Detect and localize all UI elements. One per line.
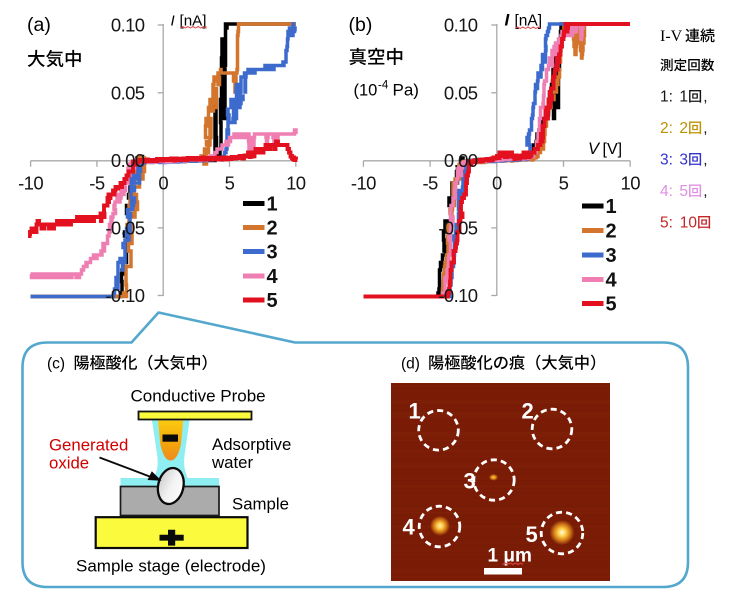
svg-text:,: , — [703, 183, 707, 200]
svg-text:water: water — [211, 453, 253, 472]
svg-text:I: I — [505, 11, 511, 30]
svg-text:,: , — [703, 152, 707, 169]
svg-text:5: 5 — [267, 290, 278, 312]
svg-text:1:: 1: — [660, 89, 673, 106]
svg-text:-5: -5 — [89, 173, 105, 194]
svg-text:(d): (d) — [401, 356, 420, 373]
svg-text:0.05: 0.05 — [111, 82, 145, 103]
svg-text:-10: -10 — [351, 173, 376, 194]
svg-text:(10: (10 — [354, 82, 378, 100]
svg-text:-0.10: -0.10 — [438, 285, 477, 306]
svg-text:Conductive Probe: Conductive Probe — [131, 387, 266, 406]
svg-text:5: 5 — [225, 173, 235, 194]
svg-text:3: 3 — [679, 152, 688, 169]
svg-text:0: 0 — [492, 173, 502, 194]
svg-text:3: 3 — [267, 242, 278, 264]
svg-text:Adsorptive: Adsorptive — [212, 435, 291, 454]
svg-text:1: 1 — [679, 89, 688, 106]
svg-text:Generated: Generated — [49, 436, 128, 455]
svg-text:Sample stage (electrode): Sample stage (electrode) — [76, 557, 266, 576]
svg-text:5: 5 — [559, 173, 569, 194]
svg-text:2: 2 — [267, 218, 278, 240]
svg-text:5: 5 — [606, 294, 617, 316]
svg-text:[nA]: [nA] — [515, 13, 543, 30]
svg-text:3:: 3: — [660, 152, 673, 169]
svg-text:2: 2 — [606, 221, 617, 243]
svg-text:0.10: 0.10 — [111, 15, 145, 36]
svg-text:2: 2 — [522, 399, 534, 424]
svg-text:-4: -4 — [378, 80, 389, 92]
svg-text:Sample: Sample — [232, 495, 289, 514]
svg-text:-0.05: -0.05 — [105, 218, 144, 239]
svg-text:5:: 5: — [660, 215, 673, 232]
svg-text:0.10: 0.10 — [444, 15, 478, 36]
svg-text:0: 0 — [158, 173, 168, 194]
svg-text:-0.10: -0.10 — [105, 285, 144, 306]
svg-text:10: 10 — [680, 215, 698, 232]
svg-text:(b): (b) — [349, 14, 373, 36]
svg-text:-5: -5 — [422, 173, 438, 194]
svg-text:[V]: [V] — [603, 141, 623, 158]
svg-text:3: 3 — [464, 469, 476, 494]
svg-text:0.05: 0.05 — [444, 82, 478, 103]
svg-text:,: , — [703, 89, 707, 106]
svg-text:2:: 2: — [660, 120, 673, 137]
svg-text:3: 3 — [606, 245, 617, 267]
svg-text:10: 10 — [621, 173, 641, 194]
svg-text:5: 5 — [679, 183, 688, 200]
svg-text:-0.05: -0.05 — [438, 218, 477, 239]
svg-text:I-V: I-V — [660, 28, 683, 45]
svg-text:4:: 4: — [660, 183, 673, 200]
svg-text:oxide: oxide — [49, 454, 89, 473]
svg-text:2: 2 — [679, 120, 688, 137]
svg-text:1: 1 — [409, 399, 421, 424]
svg-text:4: 4 — [267, 266, 279, 288]
svg-text:1 μm: 1 μm — [488, 546, 532, 567]
svg-text:Pa): Pa) — [393, 81, 419, 100]
svg-text:4: 4 — [403, 515, 416, 540]
svg-text:5: 5 — [526, 522, 538, 547]
svg-text:I: I — [171, 13, 176, 30]
svg-text:1: 1 — [267, 194, 278, 216]
svg-text:10: 10 — [286, 173, 306, 194]
svg-text:0.00: 0.00 — [111, 150, 145, 171]
svg-text:[nA]: [nA] — [180, 13, 207, 30]
svg-text:0.00: 0.00 — [444, 150, 478, 171]
svg-text:4: 4 — [606, 270, 618, 292]
svg-text:V: V — [588, 140, 601, 158]
svg-text:-10: -10 — [18, 173, 43, 194]
svg-text:,: , — [703, 120, 707, 137]
svg-text:(a): (a) — [27, 14, 51, 36]
svg-text:1: 1 — [606, 196, 617, 218]
svg-text:(c): (c) — [47, 356, 65, 373]
